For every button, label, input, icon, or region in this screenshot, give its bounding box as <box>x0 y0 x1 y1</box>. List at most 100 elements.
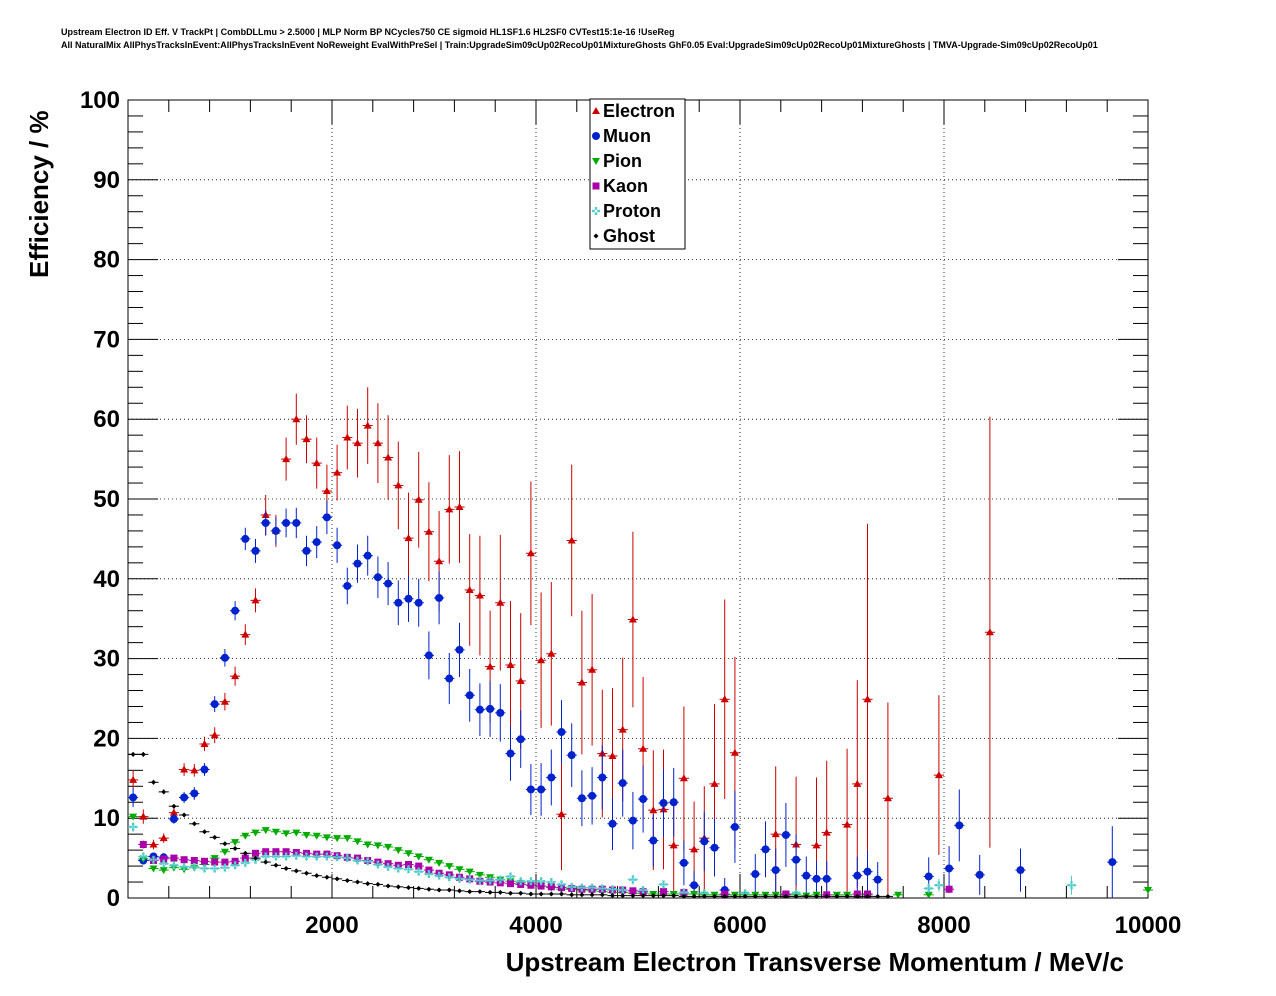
data-point <box>669 798 678 807</box>
data-point <box>814 893 819 899</box>
data-point <box>526 877 535 886</box>
data-point <box>190 862 199 871</box>
data-point <box>242 850 248 856</box>
data-point <box>934 881 943 890</box>
data-point <box>812 874 821 883</box>
data-point <box>507 880 514 888</box>
data-point <box>416 885 422 891</box>
data-point <box>873 875 882 884</box>
y-tick-label: 80 <box>93 247 120 274</box>
data-point <box>567 751 576 760</box>
y-tick-label: 20 <box>93 725 120 752</box>
data-point <box>547 883 555 891</box>
data-point <box>292 829 301 837</box>
data-point <box>180 793 189 802</box>
data-point <box>649 836 658 845</box>
data-point <box>567 882 576 891</box>
data-point <box>211 858 219 866</box>
data-point <box>722 893 728 899</box>
data-point <box>363 421 372 429</box>
data-point <box>843 820 852 828</box>
data-point <box>312 852 321 861</box>
data-point <box>130 751 136 757</box>
data-point <box>302 546 311 555</box>
data-point <box>761 845 770 854</box>
data-point <box>526 785 535 794</box>
data-point <box>424 527 433 535</box>
data-point <box>333 541 342 550</box>
data-point <box>424 870 433 879</box>
data-point <box>355 879 360 885</box>
data-point <box>945 885 953 893</box>
data-point <box>271 828 280 836</box>
data-point <box>537 785 546 794</box>
data-point <box>508 890 513 896</box>
data-point <box>465 691 474 700</box>
data-point <box>710 843 719 852</box>
data-point <box>293 868 299 874</box>
data-point <box>220 653 229 662</box>
data-point <box>588 791 597 800</box>
data-point <box>139 852 148 861</box>
x-tick-label: 2000 <box>305 912 358 939</box>
data-point <box>436 887 442 893</box>
data-point <box>375 881 381 887</box>
data-point <box>151 779 156 785</box>
data-point <box>763 893 768 899</box>
data-point <box>834 893 840 899</box>
data-point <box>465 868 474 876</box>
legend-entry-electron: Electron <box>592 101 675 121</box>
data-point <box>854 893 860 899</box>
data-point <box>475 876 484 885</box>
data-point <box>569 892 575 898</box>
data-point <box>353 439 362 447</box>
data-point <box>149 855 158 864</box>
series-kaon <box>138 840 955 899</box>
data-point <box>139 841 147 849</box>
data-point <box>373 573 382 582</box>
data-point <box>639 744 648 752</box>
data-point <box>700 837 709 846</box>
data-point <box>628 615 637 623</box>
data-point <box>231 672 240 680</box>
data-point <box>620 893 626 899</box>
data-point <box>373 860 382 869</box>
data-point <box>679 774 688 782</box>
data-point <box>363 551 372 560</box>
data-point <box>343 581 352 590</box>
data-point <box>283 865 289 871</box>
data-point <box>588 665 597 673</box>
x-axis-title: Upstream Electron Transverse Momentum / … <box>506 947 1124 977</box>
data-point <box>875 893 881 899</box>
data-point <box>661 893 666 899</box>
legend-entry-proton: Proton <box>592 201 661 221</box>
data-point <box>171 803 177 809</box>
data-point <box>824 893 830 899</box>
data-point <box>414 495 423 503</box>
data-point <box>312 459 321 467</box>
data-point <box>579 892 585 898</box>
data-point <box>424 651 433 660</box>
data-point <box>220 697 229 705</box>
data-point <box>414 853 423 861</box>
data-point <box>496 875 505 884</box>
data-point <box>140 751 146 757</box>
data-point <box>363 841 372 849</box>
series-electron <box>128 387 995 898</box>
data-point <box>435 593 444 602</box>
data-point <box>526 549 535 557</box>
data-point <box>883 794 892 802</box>
data-point <box>252 849 259 857</box>
data-point <box>231 606 240 615</box>
data-point <box>599 892 605 898</box>
data-point <box>201 857 208 865</box>
data-point <box>343 854 352 863</box>
data-point <box>212 834 218 840</box>
y-tick-label: 60 <box>93 406 120 433</box>
legend-marker <box>592 182 600 190</box>
data-point <box>404 850 413 858</box>
data-point <box>660 888 667 896</box>
data-point <box>497 889 503 895</box>
data-point <box>812 841 821 849</box>
data-point <box>282 455 291 463</box>
